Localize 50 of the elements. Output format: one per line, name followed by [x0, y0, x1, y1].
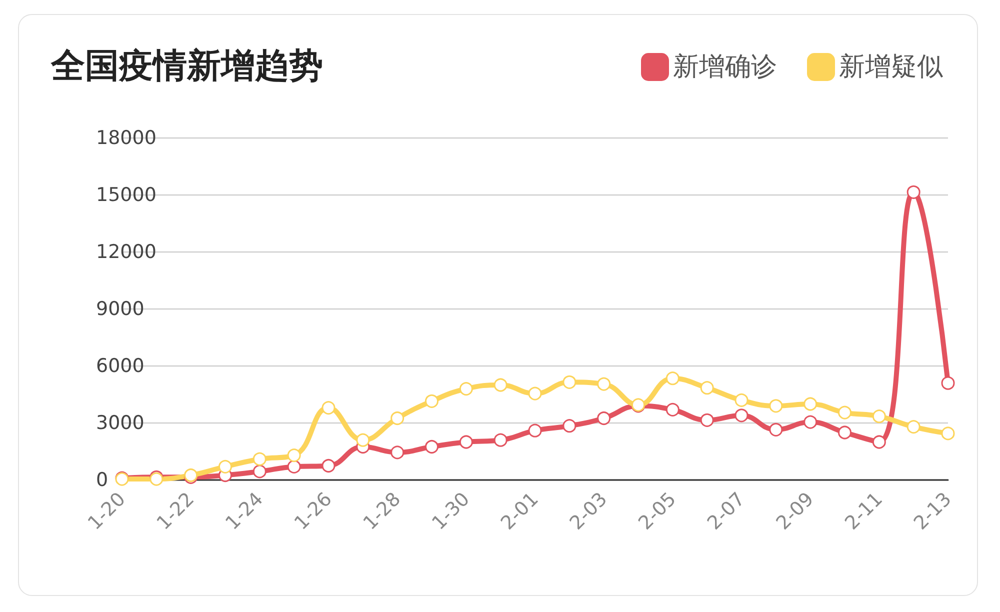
point [838, 426, 852, 440]
point [528, 386, 542, 400]
y-tick-label: 12000 [96, 241, 156, 263]
point [769, 399, 783, 413]
point [941, 426, 955, 440]
chart-title: 全国疫情新增趋势 [50, 46, 323, 86]
point [425, 440, 438, 454]
point [562, 375, 576, 389]
point [322, 459, 336, 472]
point [494, 433, 508, 447]
point [804, 415, 818, 429]
point [838, 406, 852, 420]
point [562, 419, 576, 433]
point [666, 372, 680, 386]
point [459, 435, 473, 449]
point [252, 452, 266, 466]
point [941, 376, 955, 390]
point [734, 393, 748, 407]
point [494, 378, 508, 392]
point [734, 408, 748, 422]
point [872, 410, 886, 424]
point [872, 435, 886, 449]
point [322, 401, 336, 415]
y-tick-label: 3000 [96, 412, 144, 434]
point [597, 412, 611, 425]
point [906, 185, 920, 199]
point [666, 402, 680, 416]
point [390, 446, 404, 460]
point [425, 394, 438, 408]
point [804, 397, 818, 411]
legend-label: 新增疑似 [839, 52, 943, 82]
y-tick-label: 18000 [96, 127, 156, 149]
y-tick-label: 0 [96, 469, 108, 491]
point [769, 422, 783, 436]
legend-label: 新增确诊 [673, 52, 777, 82]
point [390, 412, 404, 425]
point [700, 413, 714, 427]
point [218, 460, 232, 474]
point [287, 460, 301, 474]
point [700, 381, 714, 395]
point [252, 464, 266, 478]
point [287, 448, 301, 462]
y-tick-label: 15000 [96, 184, 156, 206]
y-tick-label: 6000 [96, 355, 144, 377]
point [356, 433, 370, 447]
point [906, 420, 920, 434]
y-tick-label: 9000 [96, 298, 144, 320]
point [459, 382, 473, 396]
point [528, 424, 542, 438]
point [597, 377, 611, 391]
